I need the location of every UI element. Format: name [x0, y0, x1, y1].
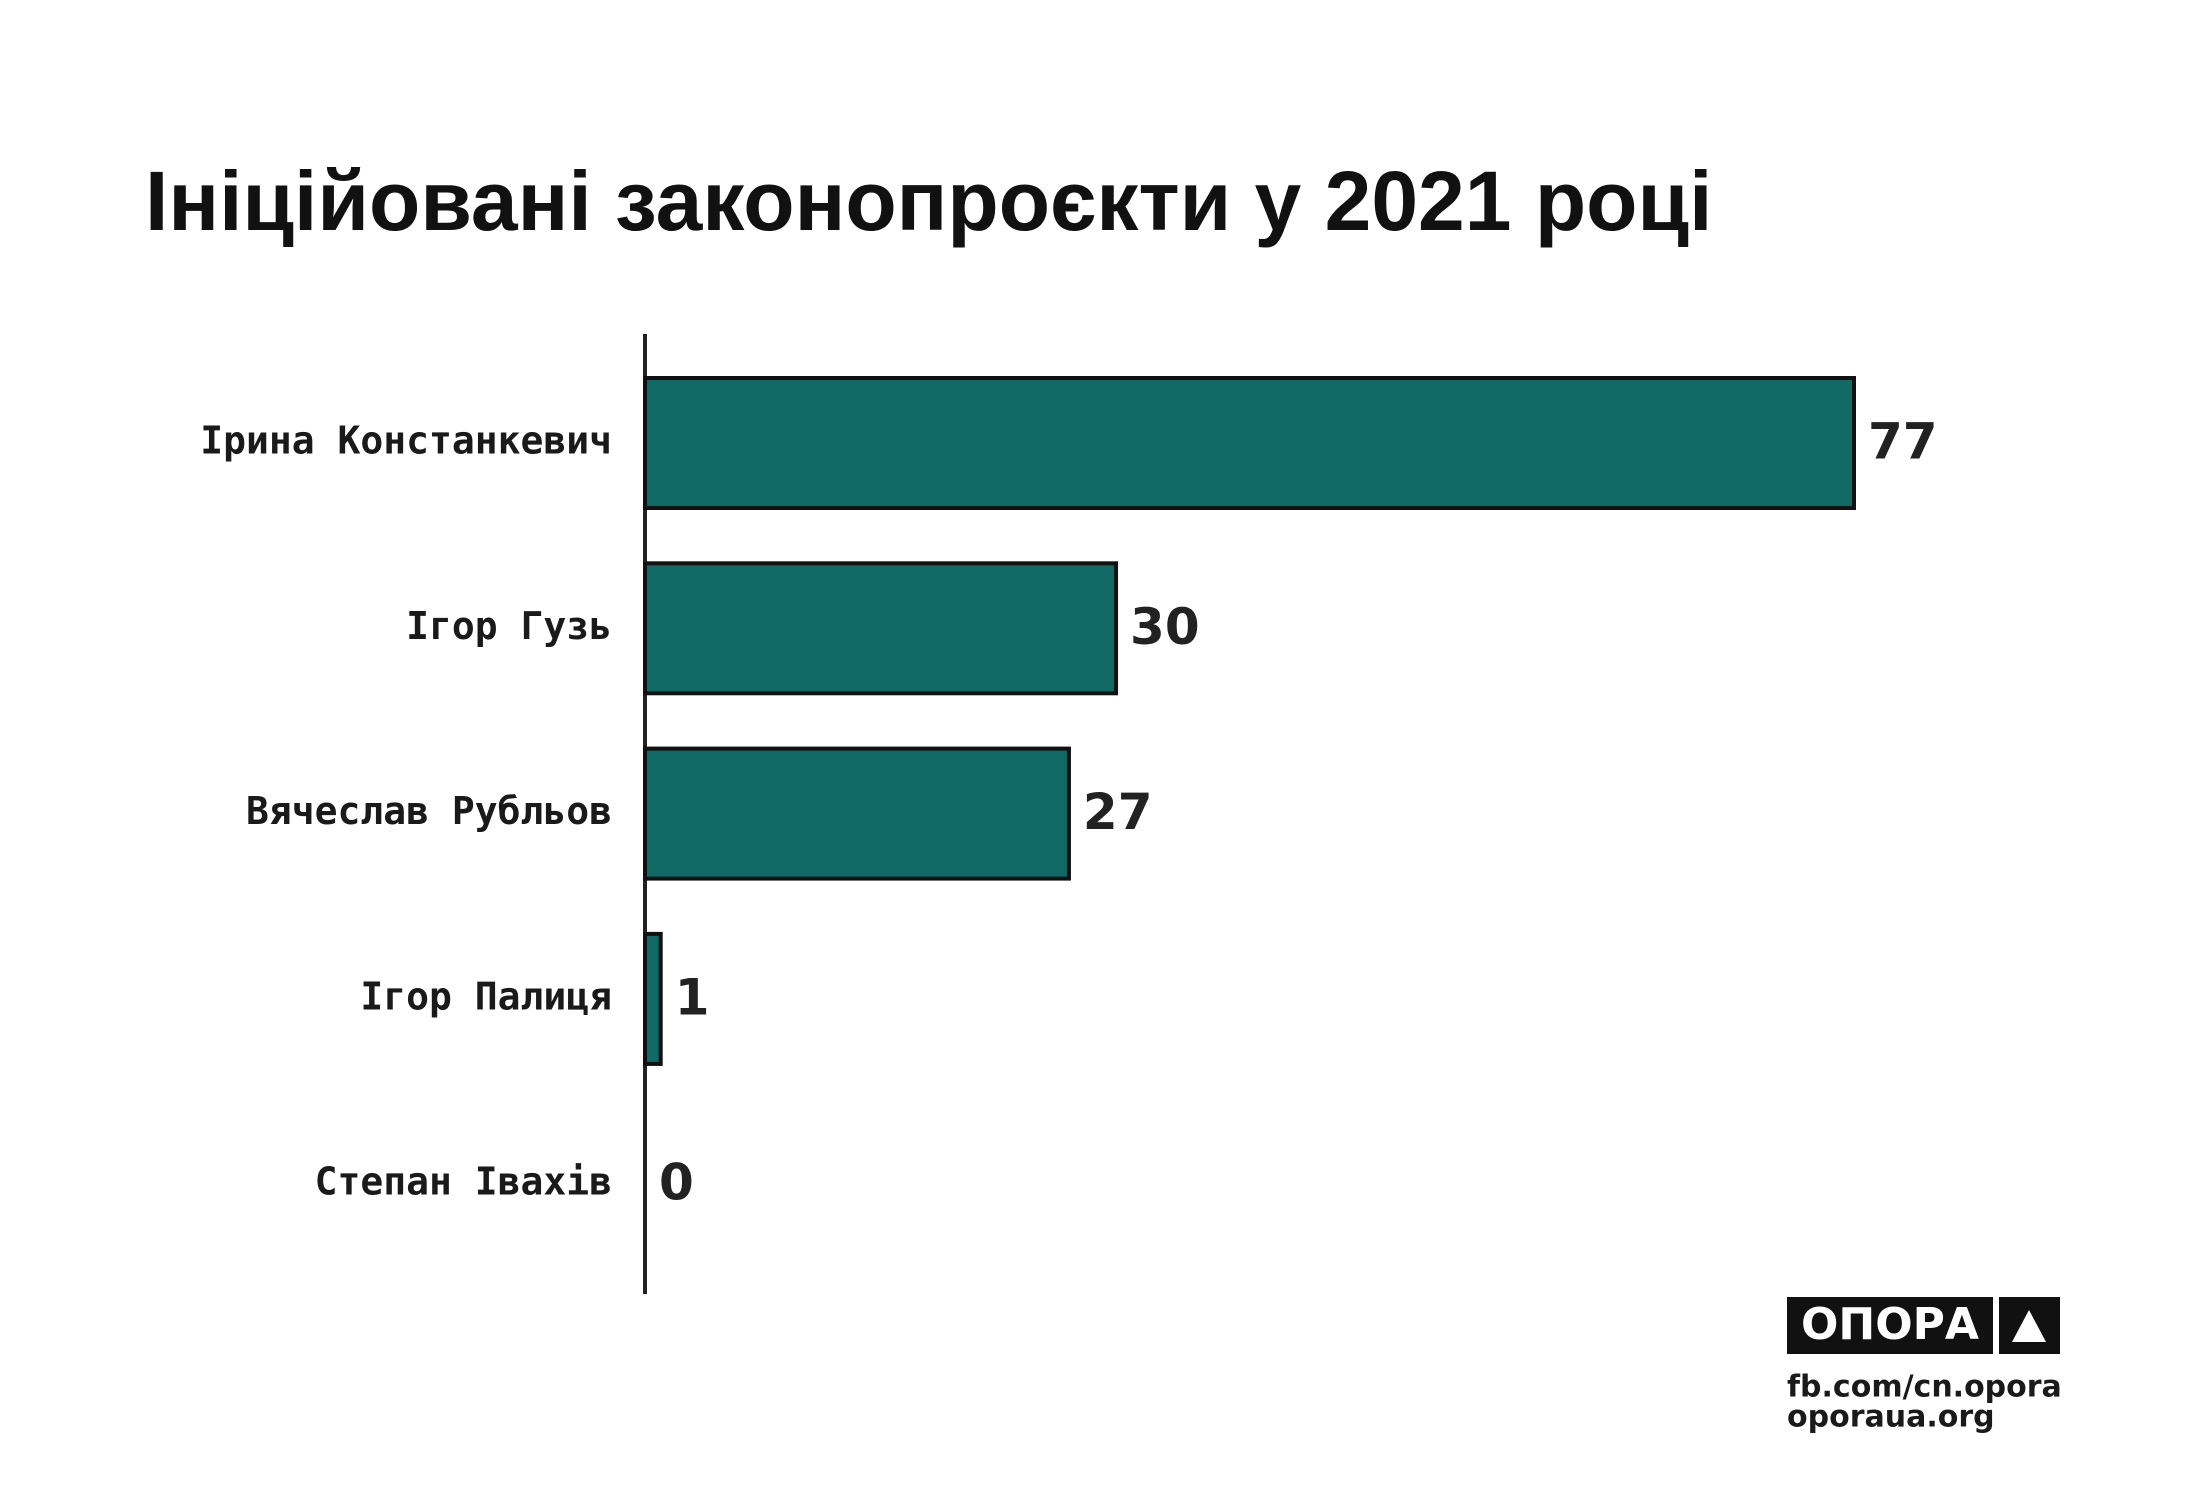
value-label: 77	[1868, 413, 1938, 471]
bar	[643, 931, 663, 1066]
value-label: 30	[1130, 598, 1200, 656]
logo: ОПОРА	[1787, 1297, 2060, 1354]
bar	[643, 746, 1071, 881]
category-label: Вячеслав Рубльов	[246, 789, 612, 833]
value-label: 27	[1083, 783, 1153, 841]
logo-box	[1787, 1297, 1993, 1354]
logo-text: ОПОРА	[1801, 1299, 1979, 1350]
source-link: oporaua.org	[1787, 1400, 1995, 1435]
category-label: Ігор Палиця	[360, 974, 612, 1018]
chart-title: Ініційовані законопроєкти у 2021 році	[145, 154, 1712, 248]
bar	[643, 561, 1119, 696]
value-label: 0	[659, 1154, 694, 1212]
category-label: Ірина Констанкевич	[200, 419, 612, 463]
category-label: Степан Івахів	[315, 1160, 612, 1204]
category-label: Ігор Гузь	[406, 604, 612, 648]
value-label: 1	[675, 968, 710, 1026]
bar	[643, 376, 1856, 510]
logo-triangle	[2012, 1310, 2046, 1342]
source-link: fb.com/cn.opora	[1787, 1370, 2062, 1405]
